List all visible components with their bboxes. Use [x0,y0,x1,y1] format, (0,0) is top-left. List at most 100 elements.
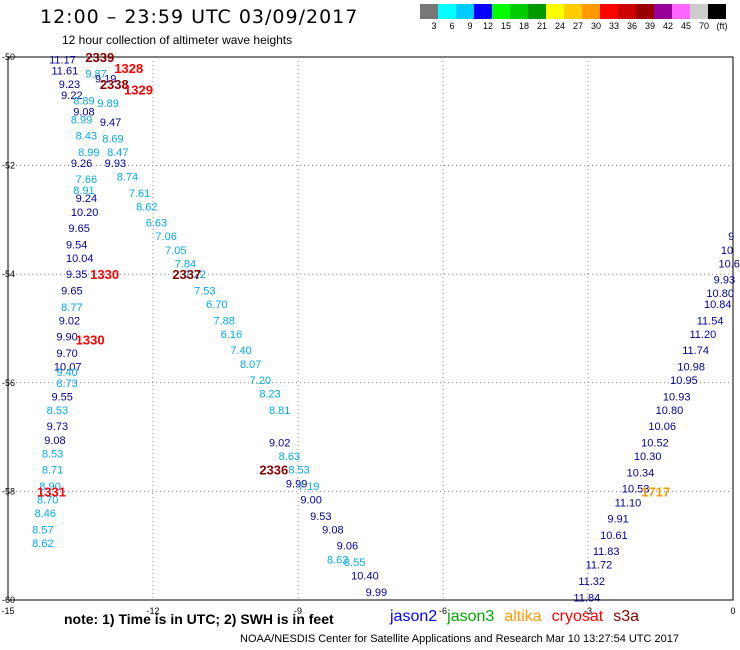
wave-height-value: 9.99 [286,478,307,490]
wave-height-value: 9.87 [85,68,106,80]
wave-height-value: 8.62 [32,538,53,550]
colorbar-label: 33 [608,21,619,31]
wave-height-value: 9.08 [73,106,94,118]
wave-height-value: 7.19 [298,481,319,493]
wave-height-value: 9.19 [95,74,116,86]
wave-height-value: 8.53 [288,465,309,477]
wave-height-value: 10.93 [663,391,691,403]
colorbar-swatch [672,4,690,19]
wave-height-value: 8.57 [32,524,53,536]
wave-height-value: 11.10 [615,497,642,509]
wave-height-value: 8.53 [42,448,63,460]
colorbar-label: 36 [626,21,637,31]
satellite-legend-s3a: s3a [613,608,640,625]
colorbar-label: 70 [698,21,709,31]
wave-height-value: 9.22 [61,90,82,102]
wave-height-value: 11.83 [593,546,620,558]
colorbar-swatch [420,4,438,19]
wave-height-value: 8.74 [117,171,138,183]
satellite-legend: jason2 jason3 altika cryosat s3a [390,608,649,626]
colorbar-swatch [492,4,510,19]
wave-height-value: 8.99 [78,147,99,159]
colorbar-swatch [708,4,726,19]
footnote: note: 1) Time is in UTC; 2) SWH is in fe… [64,611,334,627]
pass-time-label: 1717 [641,484,670,499]
pass-time-label: 1331 [37,484,66,499]
wave-height-value: 10.98 [677,362,705,374]
pass-time-label: 1329 [124,83,153,98]
pass-time-label: 2337 [172,267,201,282]
y-tick-label: -54 [2,269,15,279]
x-tick-label: -15 [1,606,14,616]
colorbar-swatch [456,4,474,19]
wave-height-value: 10.80 [656,405,684,417]
satellite-legend-jason2: jason2 [390,608,438,625]
wave-height-value: 10.30 [634,451,662,463]
colorbar-label: 39 [644,21,655,31]
wave-height-value: 8.91 [73,185,94,197]
wave-height-value: 9.65 [68,223,89,235]
wave-height-value: 11.72 [586,560,613,572]
wave-height-value: 9.53 [310,511,331,523]
wave-height-value: 10 [721,245,733,257]
wave-height-value: 7.40 [230,345,251,357]
wave-height-value: 8.62 [136,201,157,213]
wave-height-value: 9.65 [61,285,82,297]
colorbar-swatch [654,4,672,19]
x-tick-label: -6 [439,606,447,616]
wave-height-value: 8.99 [71,114,92,126]
wave-height-value: 10.07 [54,362,82,374]
wave-height-value: 10.06 [648,421,676,433]
wave-height-value: 9.73 [47,421,68,433]
wave-height-value: 9.90 [56,332,77,344]
y-tick-label: -50 [2,52,15,62]
x-tick-label: -3 [584,606,592,616]
wave-height-value: 9.99 [366,587,387,599]
wave-height-value: 8.63 [279,451,300,463]
chart-subtitle: 12 hour collection of altimeter wave hei… [62,33,293,47]
wave-height-value: 8.69 [102,133,123,145]
wave-height-value: 8.55 [344,557,365,569]
colorbar-label: 21 [536,21,547,31]
colorbar-label: (ft) [716,21,728,31]
wave-height-value: 8.90 [39,481,60,493]
colorbar-label: 6 [449,21,455,31]
wave-height-value: 9.02 [59,315,80,327]
footer-credit: NOAA/NESDIS Center for Satellite Applica… [240,633,680,645]
wave-height-value: 10.34 [627,467,655,479]
wave-height-value: 9.08 [44,435,65,447]
y-tick-label: -52 [2,161,15,171]
colorbar-label: 24 [554,21,565,31]
wave-height-value: 8.46 [35,508,56,520]
x-tick-label: 0 [730,606,735,616]
wave-height-value: 7.84 [175,258,196,270]
colorbar-swatch [582,4,600,19]
wave-height-value: 8.47 [107,147,128,159]
pass-time-label: 2336 [259,463,288,478]
wave-height-value: 7.20 [250,375,271,387]
wave-height-value: 6.16 [221,329,242,341]
pass-time-label: 1328 [114,61,143,76]
wave-height-value: 9.08 [322,524,343,536]
colorbar-swatch [474,4,492,19]
wave-height-value: 8.77 [61,302,82,314]
wave-height-value: 8.07 [240,359,261,371]
wave-height-value: 7.22 [184,269,205,281]
colorbar-swatch [564,4,582,19]
colorbar-label: 42 [662,21,673,31]
wave-height-value: 6.70 [206,299,227,311]
wave-height-value: 11.84 [574,592,601,604]
wave-height-value: 9.35 [66,269,87,281]
wave-height-value: 7.05 [165,245,186,257]
wave-height-value: 9.06 [337,541,358,553]
colorbar-label: 15 [500,21,511,31]
wave-height-value: 11.32 [578,576,605,588]
satellite-legend-altika: altika [504,608,542,625]
chart-title: 12:00 – 23:59 UTC 03/09/2017 [40,6,359,28]
wave-height-value: 9.23 [59,79,80,91]
wave-height-value: 9.91 [607,514,628,526]
wave-height-value: 9.00 [300,495,321,507]
